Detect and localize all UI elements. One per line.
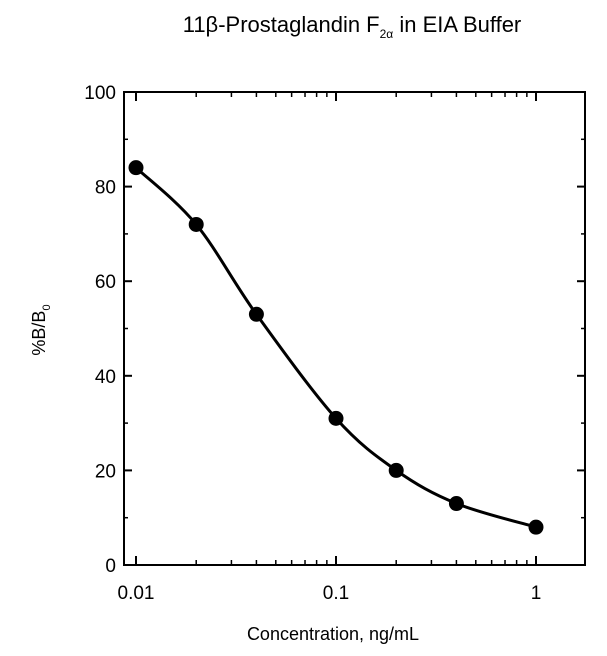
y-axis-label: %B/B0 (29, 304, 53, 355)
y-tick-label: 80 (95, 178, 116, 199)
chart-title: 11β-Prostaglandin F2α in EIA Buffer (183, 12, 522, 41)
x-axis-label: Concentration, ng/mL (247, 624, 419, 644)
y-tick-label: 40 (95, 367, 116, 388)
y-axis-label-subscript: 0 (41, 304, 53, 310)
chart-title-main: 11β-Prostaglandin F (183, 12, 380, 37)
y-tick-label: 0 (105, 556, 116, 577)
x-tick-label: 1 (531, 583, 542, 604)
series-layer (128, 160, 544, 535)
chart-title-suffix: in EIA Buffer (393, 12, 521, 37)
data-point (448, 496, 464, 512)
x-tick-label: 0.1 (323, 583, 349, 604)
y-tick-label: 20 (95, 461, 116, 482)
data-point (188, 216, 204, 232)
y-axis-label-main: %B/B (29, 311, 49, 356)
tick-labels-layer: 0 20 40 60 80 100 0.01 0.1 1 (84, 83, 541, 604)
data-point (128, 160, 144, 176)
data-point (388, 462, 404, 478)
data-point (248, 306, 264, 322)
x-tick-label: 0.01 (118, 583, 155, 604)
data-point (528, 519, 544, 535)
ticks-layer (124, 91, 585, 566)
y-tick-label: 100 (84, 83, 116, 104)
plot-frame (123, 91, 586, 566)
y-tick-label: 60 (95, 272, 116, 293)
chart-title-subscript: 2α (380, 27, 394, 41)
data-point (328, 410, 344, 426)
